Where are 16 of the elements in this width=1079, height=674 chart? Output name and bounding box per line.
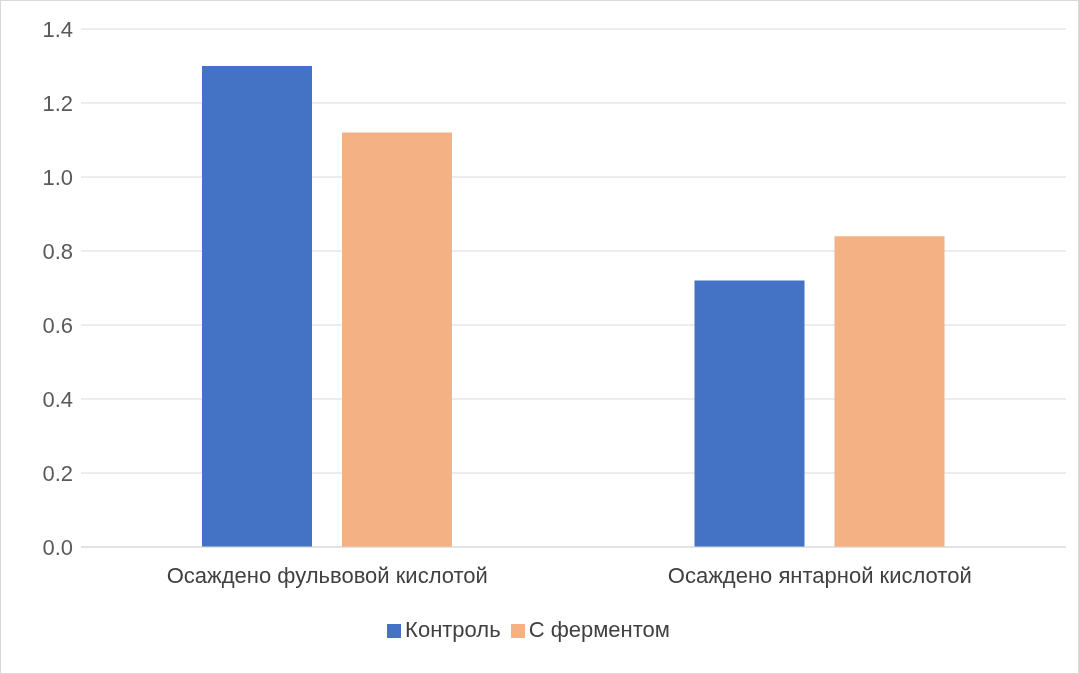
y-tick-label: 1.4 [42, 16, 73, 42]
bar [202, 66, 312, 547]
y-tick-label: 0.6 [42, 312, 73, 338]
bar [834, 236, 945, 547]
legend-label: Контроль [405, 617, 501, 642]
y-tick-label: 1.0 [42, 164, 73, 190]
x-tick-label: Осаждено янтарной кислотой [667, 562, 972, 588]
x-tick-label: Осаждено фульвовой кислотой [166, 562, 488, 588]
bar [694, 280, 805, 547]
y-tick-label: 0.0 [42, 534, 73, 560]
bar [342, 132, 452, 547]
legend-label: С ферментом [528, 617, 670, 642]
y-tick-label: 0.8 [42, 238, 73, 264]
y-tick-label: 0.4 [42, 386, 73, 412]
y-tick-label: 0.2 [42, 460, 73, 486]
y-tick-label: 1.2 [42, 90, 73, 116]
